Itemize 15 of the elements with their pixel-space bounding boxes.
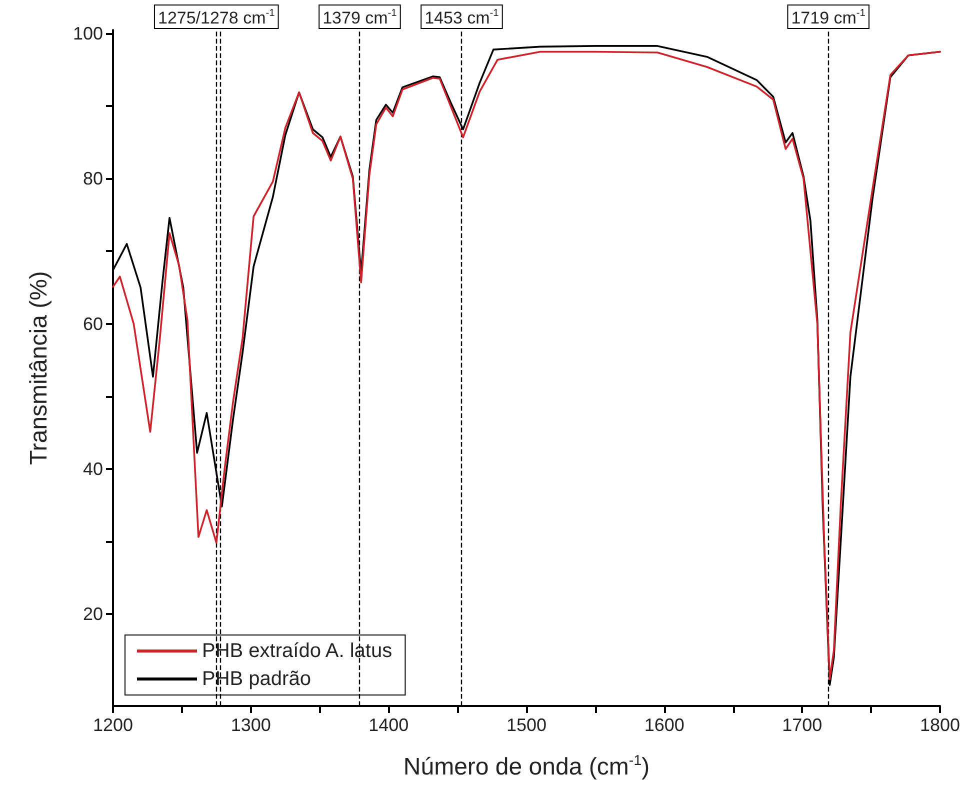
legend-label: PHB padrão: [202, 668, 311, 690]
y-tick-label: 20: [82, 604, 103, 624]
legend-label: PHB extraído A. latus: [202, 640, 392, 662]
x-tick-label: 1500: [506, 715, 547, 735]
x-tick-label: 1800: [920, 715, 960, 735]
x-tick-label: 1300: [230, 715, 271, 735]
x-tick-label: 1700: [782, 715, 822, 735]
y-tick-label: 60: [82, 314, 103, 334]
x-tick-label: 1400: [368, 715, 409, 735]
y-tick-label: 80: [82, 168, 103, 189]
y-tick-label: 100: [72, 24, 103, 44]
x-tick-label: 1600: [644, 715, 684, 735]
y-axis-title: Transmitância (%): [26, 271, 52, 465]
x-tick-label: 1200: [92, 715, 134, 735]
y-tick-label: 40: [82, 458, 103, 479]
